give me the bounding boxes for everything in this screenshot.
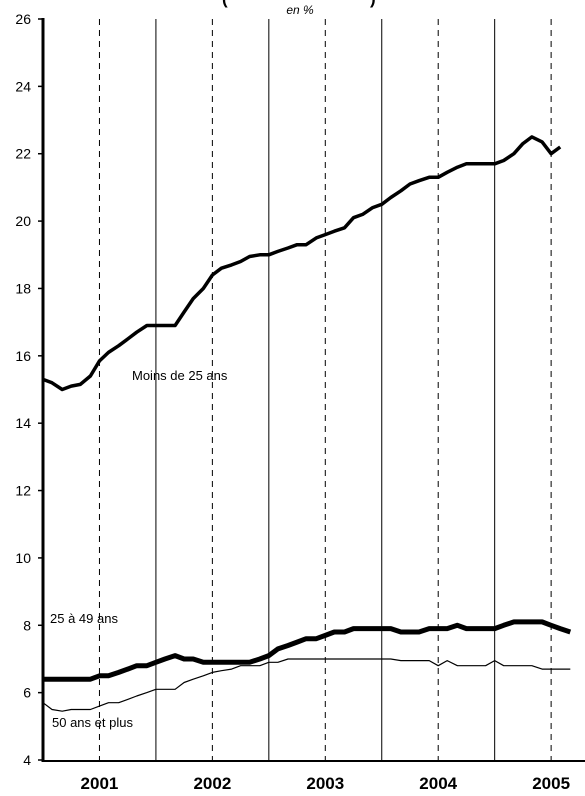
y-tick-label: 12 [15,483,31,499]
x-tick-label: 2005 [532,774,570,793]
series-lines [42,135,572,712]
x-axis-ticks: 2001 2002 2003 2004 2005 [81,774,570,793]
unit-label: en % [286,3,314,17]
y-tick-label: 6 [23,685,31,701]
series-line-0 [42,135,562,392]
y-tick-label: 22 [15,146,31,162]
series-line-1 [43,619,572,682]
series-line-2 [42,658,571,712]
y-tick-label: 26 [15,11,31,27]
y-axis-ticks: 4 6 8 10 12 14 16 18 20 22 24 26 [15,11,43,768]
y-tick-label: 4 [23,752,31,768]
y-tick-label: 8 [23,617,31,633]
y-tick-label: 18 [15,280,31,296]
series-label-25-49: 25 à 49 ans [50,611,118,626]
series-label-50-plus: 50 ans et plus [52,715,133,730]
y-tick-label: 24 [15,78,31,94]
x-tick-label: 2002 [193,774,231,793]
grid-lines [98,19,552,760]
y-tick-label: 20 [15,213,31,229]
x-tick-label: 2001 [81,774,119,793]
chart-title-fragment-right: ) [370,0,376,8]
x-tick-label: 2003 [306,774,344,793]
series-label-moins-25: Moins de 25 ans [132,368,228,383]
y-tick-label: 10 [15,550,31,566]
x-tick-label: 2004 [419,774,457,793]
y-tick-label: 14 [15,415,31,431]
y-tick-label: 16 [15,348,31,364]
chart-title-fragment-left: ( [222,0,228,8]
